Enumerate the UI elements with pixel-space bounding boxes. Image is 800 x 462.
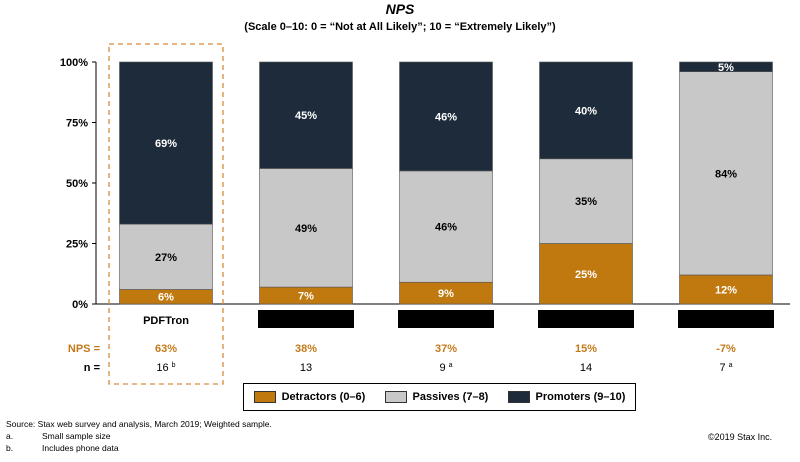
highlight-box [108, 43, 224, 385]
n-value: 14 [580, 362, 592, 374]
bar-segment-passives [679, 71, 773, 276]
y-tick-label: 100% [60, 57, 88, 69]
bar-segment-promoters [539, 61, 633, 160]
bar-segment-passives [539, 158, 633, 244]
bar-segment-passives [119, 223, 213, 290]
chart-subtitle: (Scale 0–10: 0 = “Not at All Likely”; 10… [244, 21, 556, 33]
bar-segment-passives [259, 168, 353, 288]
data-label-promoters: 5% [718, 62, 734, 74]
category-label-redacted [538, 310, 634, 328]
copyright: ©2019 Stax Inc. [708, 432, 773, 442]
chart-title: NPS [385, 1, 415, 17]
legend-label-promoters: Promoters (9–10) [535, 391, 626, 403]
chart-legend: Detractors (0–6) Passives (7–8) Promoter… [243, 383, 636, 411]
data-label-detractors: 9% [438, 288, 454, 300]
bar-segment-promoters [679, 61, 773, 72]
nps-value: 38% [295, 343, 317, 355]
n-value: 16 b [156, 362, 175, 374]
nps-row-label: NPS = [68, 343, 100, 355]
legend-item-promoters: Promoters (9–10) [507, 391, 626, 403]
footnote-a-marker: a. [6, 431, 14, 441]
data-label-detractors: 12% [715, 284, 737, 296]
category-label-redacted [258, 310, 354, 328]
legend-swatch-promoters [507, 391, 530, 403]
n-value-number: 16 [156, 362, 168, 374]
n-value-number: 13 [300, 362, 312, 374]
legend-swatch-passives [384, 391, 407, 403]
category-label-redacted [678, 310, 774, 328]
n-value-number: 7 [719, 362, 725, 374]
bar-segment-promoters [259, 61, 353, 169]
data-label-detractors: 7% [298, 291, 314, 303]
y-tick-label: 50% [66, 178, 88, 190]
data-label-detractors: 25% [575, 269, 597, 281]
bar-segment-detractors [539, 243, 633, 305]
footnote-b: Includes phone data [42, 443, 119, 453]
data-label-promoters: 45% [295, 110, 317, 122]
data-label-promoters: 40% [575, 105, 597, 117]
data-label-passives: 35% [575, 196, 597, 208]
data-label-passives: 46% [435, 222, 457, 234]
data-label-passives: 27% [155, 252, 177, 264]
legend-label-detractors: Detractors (0–6) [281, 391, 366, 403]
data-label-passives: 49% [295, 223, 317, 235]
bar-segment-passives [399, 170, 493, 283]
bar-segment-promoters [119, 61, 213, 225]
nps-value: -7% [716, 343, 736, 355]
nps-value: 15% [575, 343, 597, 355]
legend-swatch-detractors [253, 391, 276, 403]
y-tick-label: 75% [66, 118, 88, 130]
n-value-superscript: a [729, 362, 733, 369]
data-label-detractors: 6% [158, 292, 174, 304]
data-label-promoters: 46% [435, 111, 457, 123]
n-row-label: n = [84, 362, 100, 374]
n-value-number: 14 [580, 362, 592, 374]
footnote-source: Source: Stax web survey and analysis, Ma… [6, 419, 272, 429]
nps-value: 37% [435, 343, 457, 355]
legend-label-passives: Passives (7–8) [412, 391, 489, 403]
y-tick-label: 0% [72, 299, 88, 311]
bar-segment-detractors [679, 274, 773, 305]
footnote-a: Small sample size [42, 431, 111, 441]
bar-segment-promoters [399, 61, 493, 172]
category-label-redacted [398, 310, 494, 328]
n-value-number: 9 [439, 362, 445, 374]
y-tick-label: 25% [66, 239, 88, 251]
legend-item-detractors: Detractors (0–6) [253, 391, 366, 403]
nps-value: 63% [155, 343, 177, 355]
n-value: 13 [300, 362, 312, 374]
n-value-superscript: a [449, 362, 453, 369]
category-label: PDFTron [143, 315, 189, 327]
data-label-promoters: 69% [155, 138, 177, 150]
data-label-passives: 84% [715, 168, 737, 180]
legend-item-passives: Passives (7–8) [384, 391, 489, 403]
footnote-b-marker: b. [6, 443, 14, 453]
n-value-superscript: b [172, 362, 176, 369]
